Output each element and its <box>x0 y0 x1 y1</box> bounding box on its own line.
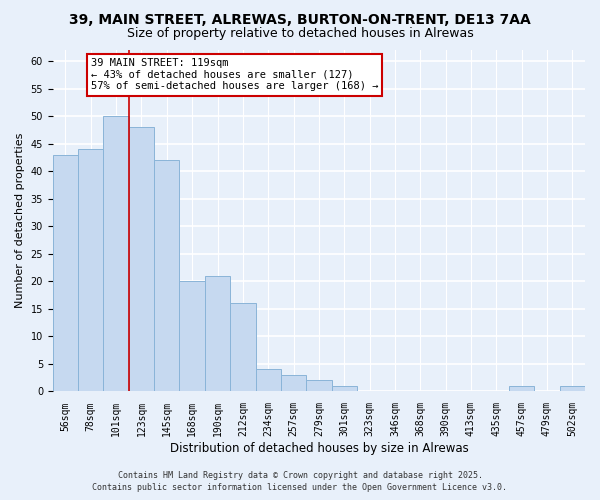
Bar <box>332 386 357 392</box>
Bar <box>281 375 306 392</box>
X-axis label: Distribution of detached houses by size in Alrewas: Distribution of detached houses by size … <box>170 442 468 455</box>
Text: 39, MAIN STREET, ALREWAS, BURTON-ON-TRENT, DE13 7AA: 39, MAIN STREET, ALREWAS, BURTON-ON-TREN… <box>69 12 531 26</box>
Text: 39 MAIN STREET: 119sqm
← 43% of detached houses are smaller (127)
57% of semi-de: 39 MAIN STREET: 119sqm ← 43% of detached… <box>91 58 378 92</box>
Bar <box>306 380 332 392</box>
Bar <box>154 160 179 392</box>
Bar <box>78 149 103 392</box>
Bar <box>103 116 129 392</box>
Bar <box>129 127 154 392</box>
Bar <box>256 370 281 392</box>
Bar <box>509 386 535 392</box>
Bar <box>205 276 230 392</box>
Bar <box>560 386 585 392</box>
Bar <box>53 154 78 392</box>
Bar <box>179 282 205 392</box>
Bar <box>230 304 256 392</box>
Y-axis label: Number of detached properties: Number of detached properties <box>15 133 25 308</box>
Text: Contains HM Land Registry data © Crown copyright and database right 2025.
Contai: Contains HM Land Registry data © Crown c… <box>92 471 508 492</box>
Text: Size of property relative to detached houses in Alrewas: Size of property relative to detached ho… <box>127 28 473 40</box>
